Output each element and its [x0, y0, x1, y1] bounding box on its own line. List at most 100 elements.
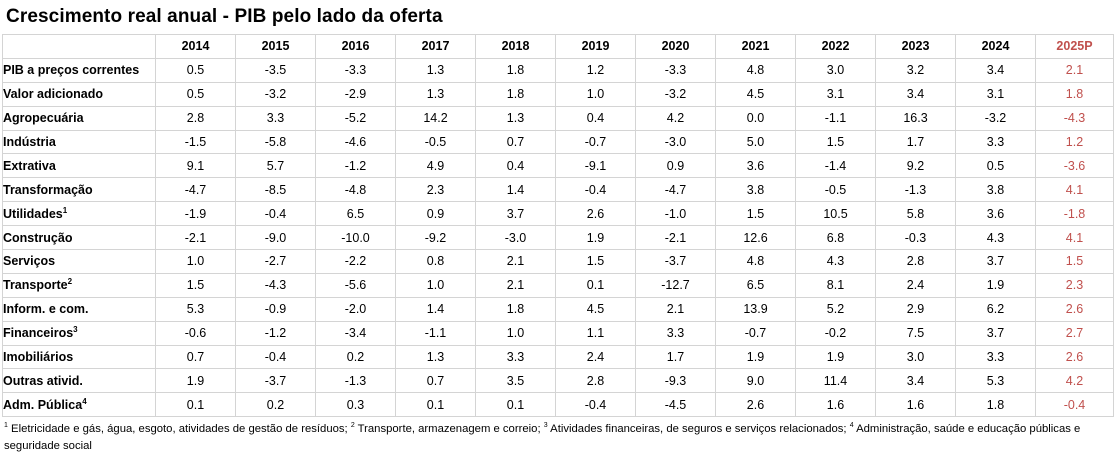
value-cell: 2.8: [875, 249, 956, 274]
table-row-agropecuaria: Agropecuária 2.8 3.3 -5.2 14.2 1.3 0.4 4.2 0.0 -1…: [2, 105, 1114, 131]
value-cell: 2.1: [1035, 57, 1114, 83]
value-cell: 5.0: [715, 129, 796, 155]
value-cell: 1.0: [395, 272, 476, 298]
value-cell: -9.0: [235, 225, 316, 251]
value-cell: -4.8: [315, 177, 396, 203]
table-row-transformacao: Transformação -4.7 -8.5 -4.8 2.3 1.4 -0.4 -4.7 3…: [2, 177, 1114, 203]
value-cell: 1.3: [395, 81, 476, 107]
value-cell: -4.7: [155, 177, 236, 203]
value-cell: -5.6: [315, 272, 396, 298]
value-cell: 1.6: [795, 392, 876, 418]
value-cell: 2.1: [475, 272, 556, 298]
value-cell: -3.6: [1035, 153, 1114, 179]
row-label-cell: Adm. Pública4: [2, 392, 156, 418]
value-cell: 14.2: [395, 105, 476, 131]
footnote-number: 2: [350, 422, 355, 430]
row-label: Utilidades: [3, 206, 63, 221]
value-cell: -9.3: [635, 368, 716, 394]
row-label-cell: Transporte2: [2, 272, 156, 298]
value-cell: 1.2: [555, 57, 636, 83]
value-cell: -1.3: [315, 368, 396, 394]
row-label: Transformação: [3, 182, 93, 197]
value-cell: 1.8: [475, 81, 556, 107]
table-row-inform-e-com: Inform. e com. 5.3 -0.9 -2.0 1.4 1.8 4.5 2.1 13.…: [2, 296, 1114, 322]
footnote-number: 4: [849, 422, 854, 430]
value-cell: 13.9: [715, 296, 796, 322]
table-row-adm-publica: Adm. Pública4 0.1 0.2 0.3 0.1 0.1 -0.4 -4.5 2.6 1…: [2, 392, 1114, 418]
value-cell: 0.2: [315, 344, 396, 370]
value-cell: 1.7: [875, 129, 956, 155]
year-header-2023: 2023: [875, 34, 956, 59]
value-cell: 4.1: [1035, 177, 1114, 203]
value-cell: -1.1: [795, 105, 876, 131]
value-cell: 6.5: [715, 272, 796, 298]
value-cell: 1.2: [1035, 129, 1114, 155]
footnote-text: Transporte, armazenagem e correio;: [357, 423, 541, 435]
footnote-number: 1: [4, 422, 8, 430]
value-cell: -1.2: [315, 153, 396, 179]
value-cell: 0.1: [155, 392, 236, 418]
value-cell: 1.9: [715, 344, 796, 370]
table-row-outras-ativid: Outras ativid. 1.9 -3.7 -1.3 0.7 3.5 2.8 -9.3 9.…: [2, 368, 1114, 394]
footnote-marker: 4: [82, 396, 87, 406]
value-cell: 5.3: [955, 368, 1036, 394]
value-cell: 1.8: [475, 57, 556, 83]
row-label: Adm. Pública: [3, 397, 83, 412]
value-cell: -1.1: [395, 320, 476, 346]
value-cell: 2.4: [875, 272, 956, 298]
value-cell: 0.1: [395, 392, 476, 418]
value-cell: 1.9: [155, 368, 236, 394]
value-cell: 2.4: [555, 344, 636, 370]
row-label-cell: Imobiliários: [2, 344, 156, 370]
value-cell: 1.5: [555, 249, 636, 274]
footnote-marker: 3: [73, 324, 78, 334]
value-cell: 4.3: [955, 225, 1036, 251]
table-header-row: 2014 2015 2016 2017 2018 2019 2020 2021 2022 2023…: [2, 34, 1114, 59]
value-cell: -1.9: [155, 201, 236, 227]
value-cell: 4.3: [795, 249, 876, 274]
row-label-cell: Utilidades1: [2, 201, 156, 227]
value-cell: -9.2: [395, 225, 476, 251]
value-cell: 1.5: [715, 201, 796, 227]
year-header-2025p: 2025P: [1035, 34, 1114, 59]
value-cell: 3.4: [875, 368, 956, 394]
value-cell: -1.3: [875, 177, 956, 203]
row-label-cell: Extrativa: [2, 153, 156, 179]
value-cell: -3.0: [475, 225, 556, 251]
row-label: Transporte: [3, 278, 68, 293]
value-cell: 1.0: [475, 320, 556, 346]
value-cell: 1.1: [555, 320, 636, 346]
value-cell: 6.5: [315, 201, 396, 227]
row-label: Valor adicionado: [3, 87, 104, 102]
value-cell: 3.0: [875, 344, 956, 370]
table-row-utilidades: Utilidades1 -1.9 -0.4 6.5 0.9 3.7 2.6 -1.0 1.5 10…: [2, 201, 1114, 227]
value-cell: 4.2: [1035, 368, 1114, 394]
value-cell: 0.4: [475, 153, 556, 179]
table-row-industria: Indústria -1.5 -5.8 -4.6 -0.5 0.7 -0.7 -3.0 5.0 1…: [2, 129, 1114, 155]
value-cell: -2.1: [635, 225, 716, 251]
value-cell: -3.2: [635, 81, 716, 107]
value-cell: -0.3: [875, 225, 956, 251]
value-cell: 9.0: [715, 368, 796, 394]
table-row-servicos: Serviços 1.0 -2.7 -2.2 0.8 2.1 1.5 -3.7 4.8 4.3 2.…: [2, 249, 1114, 274]
row-label-cell: Inform. e com.: [2, 296, 156, 322]
value-cell: -3.3: [315, 57, 396, 83]
footnote-text: Administração, saúde e educação públicas…: [4, 423, 1081, 452]
value-cell: -1.0: [635, 201, 716, 227]
value-cell: 1.0: [155, 249, 236, 274]
value-cell: 2.8: [155, 105, 236, 131]
footnote-marker: 1: [62, 205, 68, 215]
value-cell: 2.1: [635, 296, 716, 322]
value-cell: 1.7: [635, 344, 716, 370]
value-cell: 1.8: [955, 392, 1036, 418]
value-cell: 1.9: [555, 225, 636, 251]
table-row-transporte: Transporte2 1.5 -4.3 -5.6 1.0 2.1 0.1 -12.7 6.5 8…: [2, 272, 1114, 298]
value-cell: 5.3: [155, 296, 236, 322]
value-cell: -5.2: [315, 105, 396, 131]
value-cell: 0.9: [635, 153, 716, 179]
value-cell: -0.4: [555, 177, 636, 203]
table-row-pib-a-precos-correntes: PIB a preços correntes 0.5 -3.5 -3.3 1.3 1.8 1…: [2, 57, 1114, 83]
value-cell: 1.5: [1035, 249, 1114, 274]
value-cell: 1.5: [795, 129, 876, 155]
row-label-cell: Serviços: [2, 249, 156, 274]
